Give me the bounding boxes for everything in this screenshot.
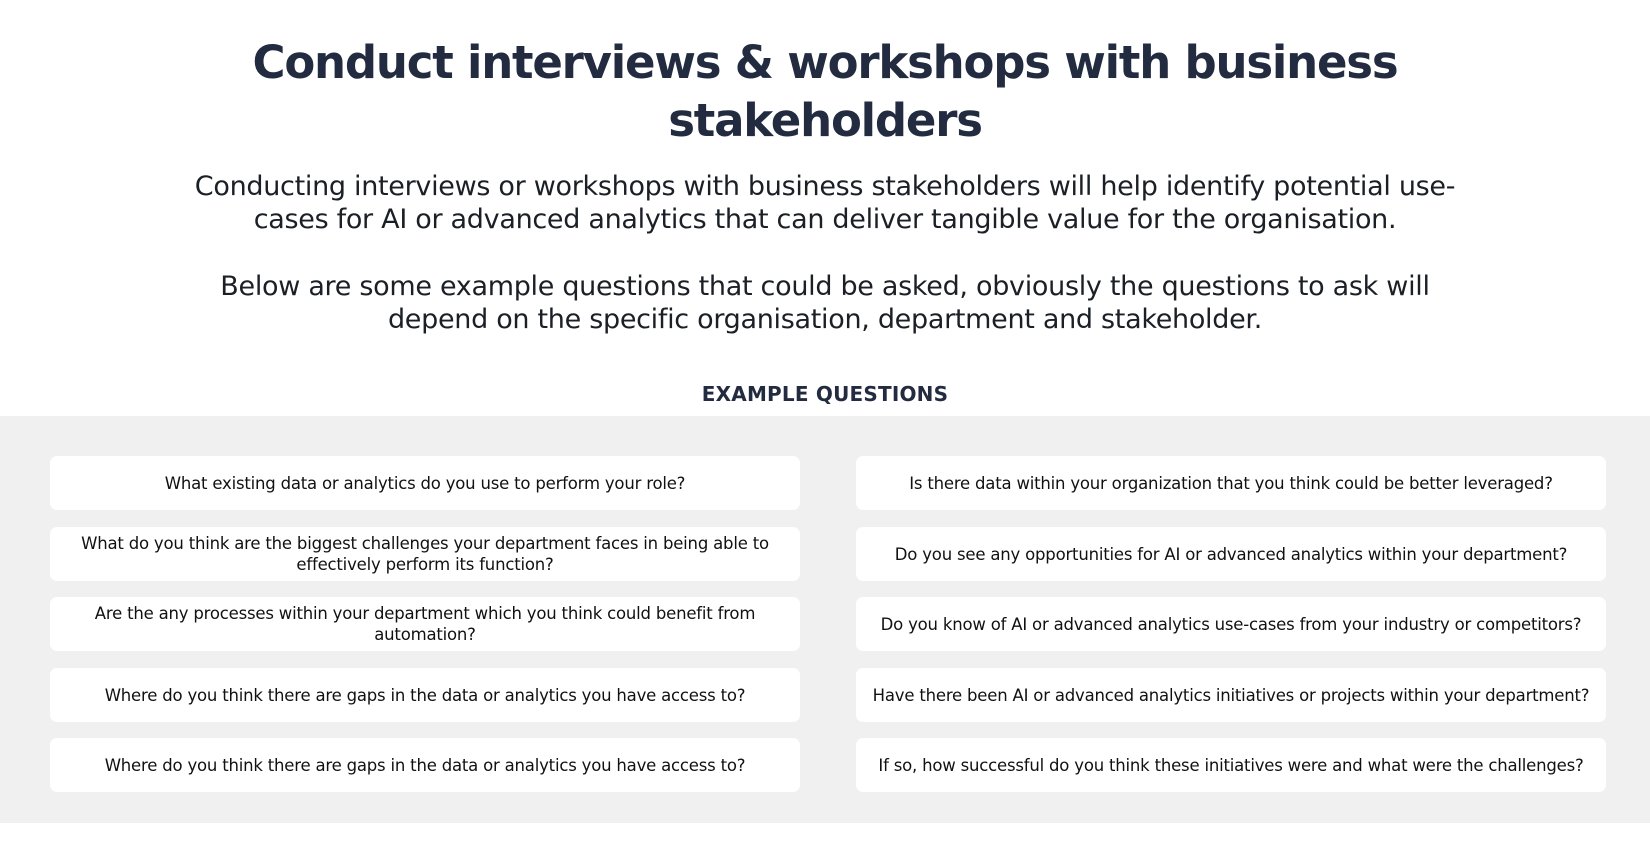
page-header: Conduct interviews & workshops with busi… <box>0 0 1650 416</box>
example-questions-panel: What existing data or analytics do you u… <box>0 416 1650 823</box>
question-text: Where do you think there are gaps in the… <box>104 685 746 705</box>
question-text: Do you know of AI or advanced analytics … <box>880 614 1582 634</box>
question-text: If so, how successful do you think these… <box>878 755 1584 775</box>
question-text: Where do you think there are gaps in the… <box>104 755 746 775</box>
question-text: What existing data or analytics do you u… <box>164 473 686 493</box>
section-label: EXAMPLE QUESTIONS <box>701 382 949 406</box>
question-text: Have there been AI or advanced analytics… <box>872 685 1590 705</box>
question-card: Are the any processes within your depart… <box>50 597 800 651</box>
page-title: Conduct interviews & workshops with busi… <box>252 36 1399 147</box>
question-card: Do you see any opportunities for AI or a… <box>856 527 1606 581</box>
footer-strip <box>0 823 1650 844</box>
question-card: Where do you think there are gaps in the… <box>50 668 800 722</box>
question-text: What do you think are the biggest challe… <box>81 534 769 574</box>
intro-paragraph: Conducting interviews or workshops with … <box>194 171 1456 235</box>
question-card: If so, how successful do you think these… <box>856 738 1606 792</box>
question-card: What existing data or analytics do you u… <box>50 456 800 510</box>
question-card: Have there been AI or advanced analytics… <box>856 668 1606 722</box>
question-card: Where do you think there are gaps in the… <box>50 738 800 792</box>
question-card: What do you think are the biggest challe… <box>50 527 800 581</box>
question-text: Do you see any opportunities for AI or a… <box>894 544 1568 564</box>
question-card: Do you know of AI or advanced analytics … <box>856 597 1606 651</box>
intro-paragraph: Below are some example questions that co… <box>220 271 1430 335</box>
question-text: Is there data within your organization t… <box>909 473 1553 493</box>
question-text: Are the any processes within your depart… <box>94 604 756 644</box>
question-card: Is there data within your organization t… <box>856 456 1606 510</box>
